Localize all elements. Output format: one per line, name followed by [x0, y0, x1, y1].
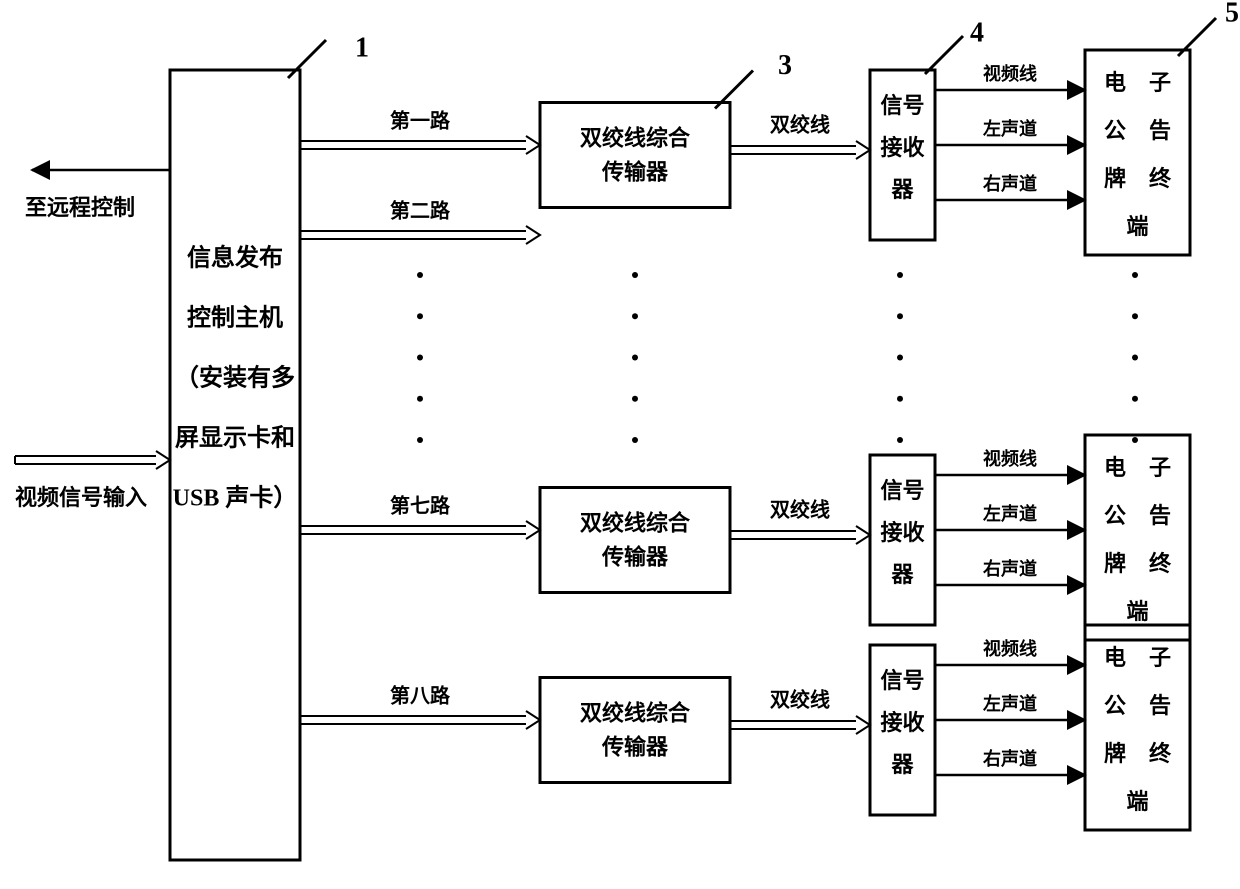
host-box [170, 70, 300, 860]
callout-number: 3 [778, 50, 792, 81]
transmitter-text: 双绞线综合 [580, 126, 691, 151]
terminal-text: 子 [1149, 455, 1171, 480]
receiver-text: 接收 [880, 135, 924, 160]
host-text: 信息发布 [187, 244, 283, 272]
receiver-text: 器 [890, 752, 914, 777]
host-text: 控制主机 [187, 304, 283, 332]
terminal-text: 电 [1104, 645, 1126, 670]
transmitter-text: 双绞线综合 [580, 511, 691, 536]
terminal-text: 公 [1104, 693, 1126, 718]
receiver-text: 接收 [880, 520, 924, 545]
ellipsis-dots [417, 272, 423, 443]
channel-label: 右声道 [983, 558, 1037, 579]
transmitter-text: 双绞线综合 [580, 701, 691, 726]
block-diagram: 信息发布控制主机 （安装有多屏显示卡和 USB 声卡） 1 至远程控制视频信号输入 第一路… [0, 0, 1240, 889]
terminal-text: 子 [1149, 70, 1171, 95]
route-label: 第七路 [390, 494, 451, 518]
route-label: 第一路 [390, 109, 451, 133]
callout-number: 5 [1225, 0, 1239, 28]
channel-label: 左声道 [983, 693, 1037, 714]
label-video-in: 视频信号输入 [15, 485, 147, 510]
ellipsis-dots [1132, 272, 1138, 443]
callout-tick [925, 36, 963, 74]
terminal-text: 端 [1126, 599, 1148, 624]
callout-number: 1 [355, 32, 369, 63]
terminal-text: 终 [1149, 166, 1172, 191]
arrow-twisted-pair [856, 716, 870, 734]
terminal-text: 告 [1149, 118, 1171, 143]
ellipsis-dots [897, 272, 903, 443]
arrow-twisted-pair [856, 141, 870, 159]
receiver-text: 接收 [880, 710, 924, 735]
arrow-route [526, 711, 540, 729]
transmitter-text: 传输器 [601, 735, 669, 760]
receiver-text: 器 [890, 177, 914, 202]
channel-label: 右声道 [983, 173, 1037, 194]
terminal-text: 电 [1104, 70, 1126, 95]
terminal-text: 牌 [1104, 551, 1126, 576]
channel-label: 视频线 [983, 63, 1037, 84]
terminal-text: 公 [1104, 118, 1126, 143]
channel-label: 左声道 [983, 118, 1037, 139]
arrow-route [526, 136, 540, 154]
host-text: USB 声卡） [173, 484, 298, 512]
host-text: 屏显示卡和 [175, 425, 295, 452]
transmitter-box [540, 488, 730, 593]
arrow-route [526, 226, 540, 244]
callout-number: 4 [970, 17, 984, 48]
terminal-text: 公 [1104, 503, 1126, 528]
channel-label: 右声道 [983, 748, 1037, 769]
transmitter-box [540, 678, 730, 783]
twisted-pair-label: 双绞线 [770, 688, 830, 712]
terminal-text: 告 [1149, 503, 1171, 528]
route-label: 第二路 [390, 199, 451, 223]
arrow-twisted-pair [856, 526, 870, 544]
terminal-text: 电 [1104, 455, 1126, 480]
arrow-route [526, 521, 540, 539]
route-label: 第八路 [390, 684, 451, 708]
terminal-text: 终 [1149, 741, 1172, 766]
receiver-text: 信号 [880, 478, 924, 503]
terminal-text: 端 [1126, 789, 1148, 814]
twisted-pair-label: 双绞线 [770, 498, 830, 522]
channel-label: 左声道 [983, 503, 1037, 524]
ellipsis-dots [632, 272, 638, 443]
callout-tick [715, 71, 753, 109]
arrow-video-in [156, 451, 170, 469]
receiver-text: 信号 [880, 668, 924, 693]
transmitter-text: 传输器 [601, 545, 669, 570]
callout-tick [288, 40, 326, 78]
callout-tick [1178, 18, 1216, 56]
transmitter-text: 传输器 [601, 160, 669, 185]
terminal-text: 告 [1149, 693, 1171, 718]
twisted-pair-label: 双绞线 [770, 113, 830, 137]
terminal-text: 端 [1126, 214, 1148, 239]
terminal-text: 牌 [1104, 741, 1126, 766]
host-text: （安装有多 [175, 364, 295, 392]
terminal-text: 牌 [1104, 166, 1126, 191]
receiver-text: 信号 [880, 93, 924, 118]
label-remote: 至远程控制 [25, 195, 135, 220]
terminal-text: 终 [1149, 551, 1172, 576]
channel-label: 视频线 [983, 638, 1037, 659]
terminal-text: 子 [1149, 645, 1171, 670]
channel-label: 视频线 [983, 448, 1037, 469]
transmitter-box [540, 103, 730, 208]
receiver-text: 器 [890, 562, 914, 587]
